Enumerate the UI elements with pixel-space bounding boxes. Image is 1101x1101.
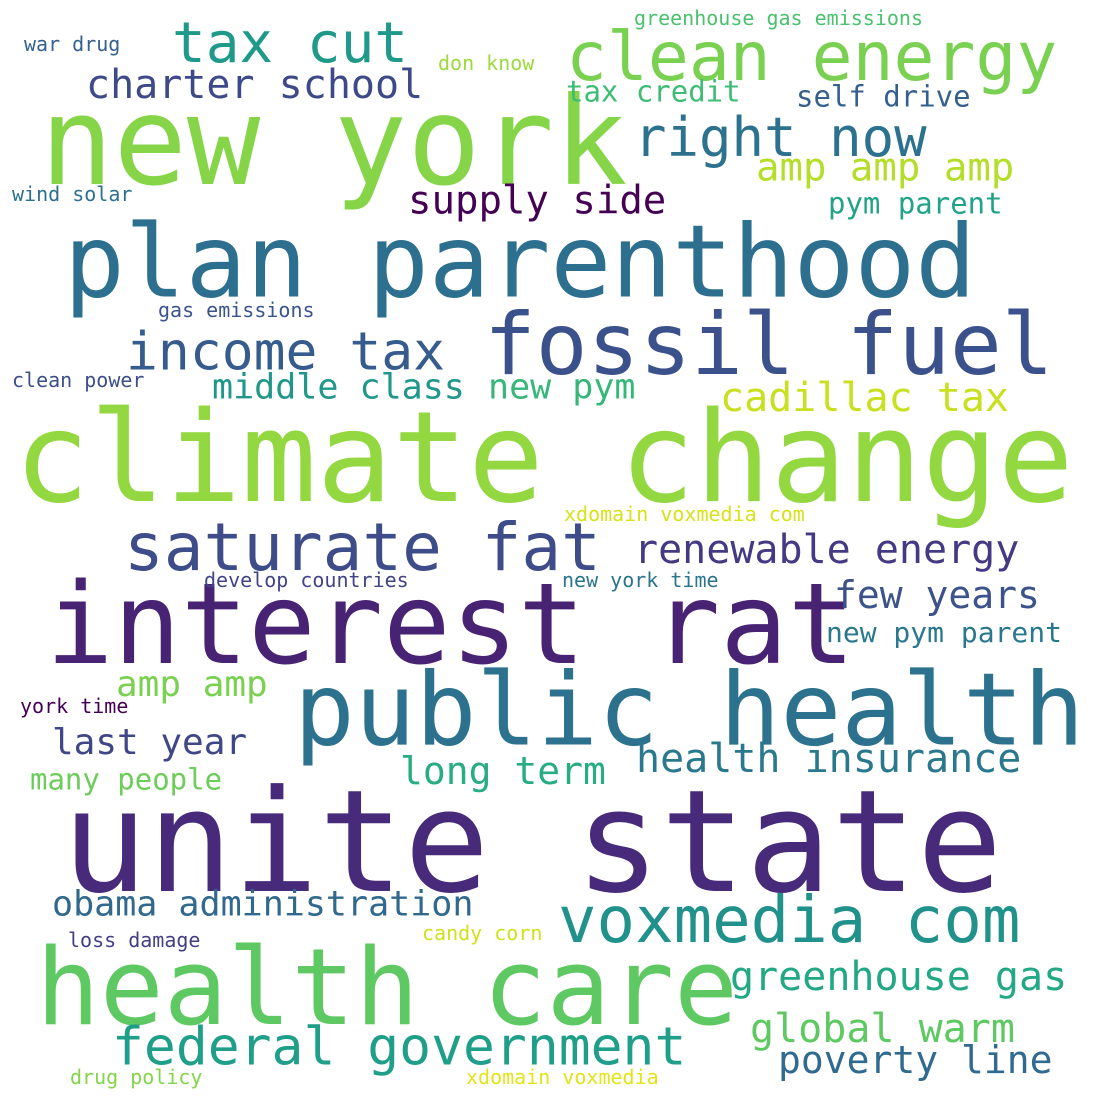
word-health-insurance: health insurance [636,736,1022,782]
word-xdomain-voxmedia: xdomain voxmedia [466,1065,659,1089]
word-fossil-fuel: fossil fuel [484,295,1054,395]
word-charter-school: charter school [86,62,424,108]
word-voxmedia-com: voxmedia com [558,884,1021,958]
word-right-now: right now [634,106,927,169]
word-york-time: york time [20,694,129,718]
word-obama-administration: obama administration [52,884,474,925]
word-income-tax: income tax [126,321,446,383]
word-new-pym-parent: new pym parent [826,616,1063,649]
word-plan-parenthood: plan parenthood [64,202,977,321]
word-many-people: many people [30,762,223,797]
word-greenhouse-gas: greenhouse gas [730,954,1068,1000]
word-self-drive: self drive [796,79,971,114]
word-federal-government: federal government [112,1016,687,1078]
word-don-know: don know [438,51,535,75]
word-supply-side: supply side [408,178,667,224]
word-candy-corn: candy corn [422,921,543,945]
word-amp-amp-amp: amp amp amp [756,145,1015,191]
word-poverty-line: poverty line [778,1038,1053,1082]
word-gas-emissions: gas emissions [158,298,315,322]
word-xdomain-voxmedia-com: xdomain voxmedia com [564,502,805,526]
word-greenhouse-gas-emissions: greenhouse gas emissions [634,6,923,30]
word-loss-damage: loss damage [68,928,201,952]
word-long-term: long term [400,749,606,793]
word-few-years: few years [834,573,1040,617]
word-new-pym: new pym [488,367,636,408]
word-unite-state: unite state [62,760,1003,925]
word-middle-class: middle class [212,367,465,408]
word-saturate-fat: saturate fat [124,509,601,586]
word-develop-countries: develop countries [204,568,409,592]
word-war-drug: war drug [24,32,121,56]
word-last-year: last year [52,722,248,763]
word-cadillac-tax: cadillac tax [720,375,1009,421]
word-clean-energy: clean energy [566,18,1058,97]
word-tax-cut: tax cut [172,11,409,76]
word-clean-power: clean power [12,368,145,392]
word-new-york-time: new york time [562,568,719,592]
word-wind-solar: wind solar [12,182,133,206]
word-amp-amp: amp amp [116,664,268,705]
word-health-care: health care [36,926,738,1049]
word-public-health: public health [294,650,1085,769]
word-drug-policy: drug policy [70,1065,203,1089]
word-renewable-energy: renewable energy [634,527,1020,573]
word-climate-change: climate change [14,384,1074,532]
word-tax-credit: tax credit [566,74,741,109]
word-pym-parent: pym parent [828,186,1003,221]
word-new-york: new york [40,71,628,213]
word-global-warm: global warm [750,1006,1015,1052]
word-interest-rat: interest rat [46,560,856,690]
